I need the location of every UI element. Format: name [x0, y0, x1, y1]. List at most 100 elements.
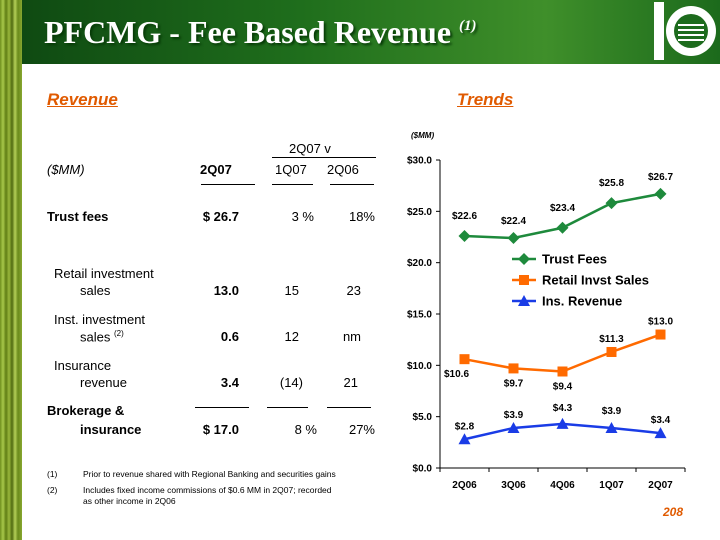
data-point [654, 187, 667, 200]
data-point [556, 417, 569, 429]
y-tick-label: $20.0 [407, 258, 432, 269]
data-point [557, 366, 568, 377]
data-label: $4.3 [553, 403, 573, 414]
cell-retail-1q07: 15 [284, 283, 299, 298]
cell-insurance-2q07: 3.4 [220, 375, 239, 390]
data-label: $13.0 [648, 317, 673, 328]
data-point [508, 363, 519, 374]
data-point [556, 221, 569, 234]
subtotal-line-2q06 [327, 407, 371, 408]
data-label: $9.7 [504, 378, 524, 389]
x-tick-label: 2Q07 [648, 480, 673, 491]
y-tick-label: $5.0 [413, 412, 433, 423]
legend-label: Ins. Revenue [542, 294, 622, 309]
cell-trust-2q07: $ 26.7 [202, 209, 239, 224]
data-label: $9.4 [553, 381, 573, 392]
cell-retail-2q07: 13.0 [213, 283, 239, 298]
compare-group-header: 2Q07 v [289, 141, 331, 156]
row-label-trust-fees: Trust fees [47, 209, 109, 224]
cell-trust-2q06: 18% [348, 209, 375, 224]
row-label-inst-l2: sales (2) [80, 329, 124, 345]
data-label: $22.6 [452, 211, 477, 222]
x-tick-label: 4Q06 [550, 480, 575, 491]
trends-heading: Trends [457, 90, 514, 109]
col-underline-2q07 [201, 184, 255, 185]
cell-brokerage-2q06: 27% [348, 422, 375, 437]
data-point [606, 346, 617, 357]
series-line [464, 333, 661, 373]
cell-inst-2q07: 0.6 [220, 329, 239, 344]
data-label: $2.8 [455, 421, 475, 432]
data-point [605, 197, 618, 210]
group-underline [272, 157, 376, 158]
x-tick-label: 2Q06 [452, 480, 477, 491]
x-tick-label: 3Q06 [501, 480, 526, 491]
data-point [654, 427, 667, 439]
data-point [458, 433, 471, 445]
data-label: $22.4 [501, 216, 526, 227]
cell-inst-2q06: nm [342, 329, 361, 344]
y-tick-label: $15.0 [407, 310, 432, 321]
inst-footnote-ref: (2) [113, 329, 124, 338]
data-point [459, 354, 470, 365]
legend-label: Retail Invst Sales [542, 273, 649, 288]
subtotal-line-1q07 [267, 407, 308, 408]
cell-retail-2q06: 23 [346, 283, 361, 298]
col-header-2q06: 2Q06 [327, 162, 359, 177]
data-point [507, 232, 520, 245]
data-label: $11.3 [599, 334, 624, 345]
row-label-brokerage-l2: insurance [80, 422, 142, 437]
data-point [655, 329, 666, 340]
chart-unit-label: ($MM) [411, 131, 434, 140]
x-tick-label: 1Q07 [599, 480, 624, 491]
col-header-1q07: 1Q07 [275, 162, 307, 177]
cell-insurance-1q07: (14) [279, 375, 303, 390]
legend-swatch-marker [519, 275, 529, 285]
data-label: $25.8 [599, 178, 624, 189]
col-underline-1q07 [272, 184, 313, 185]
data-point [507, 421, 520, 433]
footnote-1-text: Prior to revenue shared with Regional Ba… [83, 469, 336, 479]
data-label: $3.9 [602, 406, 622, 417]
row-label-brokerage-l1: Brokerage & [47, 403, 125, 418]
logo-bar [654, 2, 664, 60]
col-underline-2q06 [330, 184, 374, 185]
data-label: $3.4 [651, 415, 671, 426]
row-label-retail-l1: Retail investment [54, 266, 154, 281]
data-label: $10.6 [444, 369, 469, 380]
cell-brokerage-2q07: $ 17.0 [202, 422, 239, 437]
y-tick-label: $10.0 [407, 361, 432, 372]
data-label: $23.4 [550, 203, 575, 214]
unit-header: ($MM) [47, 162, 85, 177]
page-number: 208 [663, 505, 684, 519]
y-tick-label: $30.0 [407, 156, 432, 167]
data-point [458, 229, 471, 242]
data-label: $26.7 [648, 172, 673, 183]
title-footnote-ref: (1) [459, 18, 477, 34]
row-label-insurance-l1: Insurance [54, 358, 112, 373]
legend-label: Trust Fees [542, 252, 607, 267]
decorative-stripes [0, 0, 22, 540]
footnote-2-num: (2) [47, 485, 58, 495]
title-banner: PFCMG - Fee Based Revenue (1) [22, 0, 720, 64]
row-label-insurance-l2: revenue [80, 375, 127, 390]
revenue-heading: Revenue [47, 90, 118, 109]
row-label-inst-l1: Inst. investment [54, 312, 146, 327]
trends-line-chart: ($MM) $0.0 $5.0 $10.0 $15.0 $20.0 $25.0 $30.0 2Q… [407, 131, 686, 491]
y-tick-label: $0.0 [413, 464, 433, 475]
cell-insurance-2q06: 21 [343, 375, 358, 390]
cell-inst-1q07: 12 [284, 329, 299, 344]
subtotal-line-2q07 [195, 407, 249, 408]
y-tick-label: $25.0 [407, 207, 432, 218]
row-label-retail-l2: sales [80, 283, 111, 298]
footnote-2-text-l2: as other income in 2Q06 [83, 496, 176, 506]
legend-swatch-marker [518, 295, 530, 306]
data-point [605, 421, 618, 433]
page-title: PFCMG - Fee Based Revenue (1) [44, 14, 477, 50]
cell-trust-1q07: 3 % [291, 209, 314, 224]
col-header-2q07: 2Q07 [200, 162, 232, 177]
cell-brokerage-1q07: 8 % [294, 422, 317, 437]
data-label: $3.9 [504, 410, 524, 421]
footnote-1-num: (1) [47, 469, 58, 479]
footnote-2-text-l1: Includes fixed income commissions of $0.… [83, 485, 332, 495]
